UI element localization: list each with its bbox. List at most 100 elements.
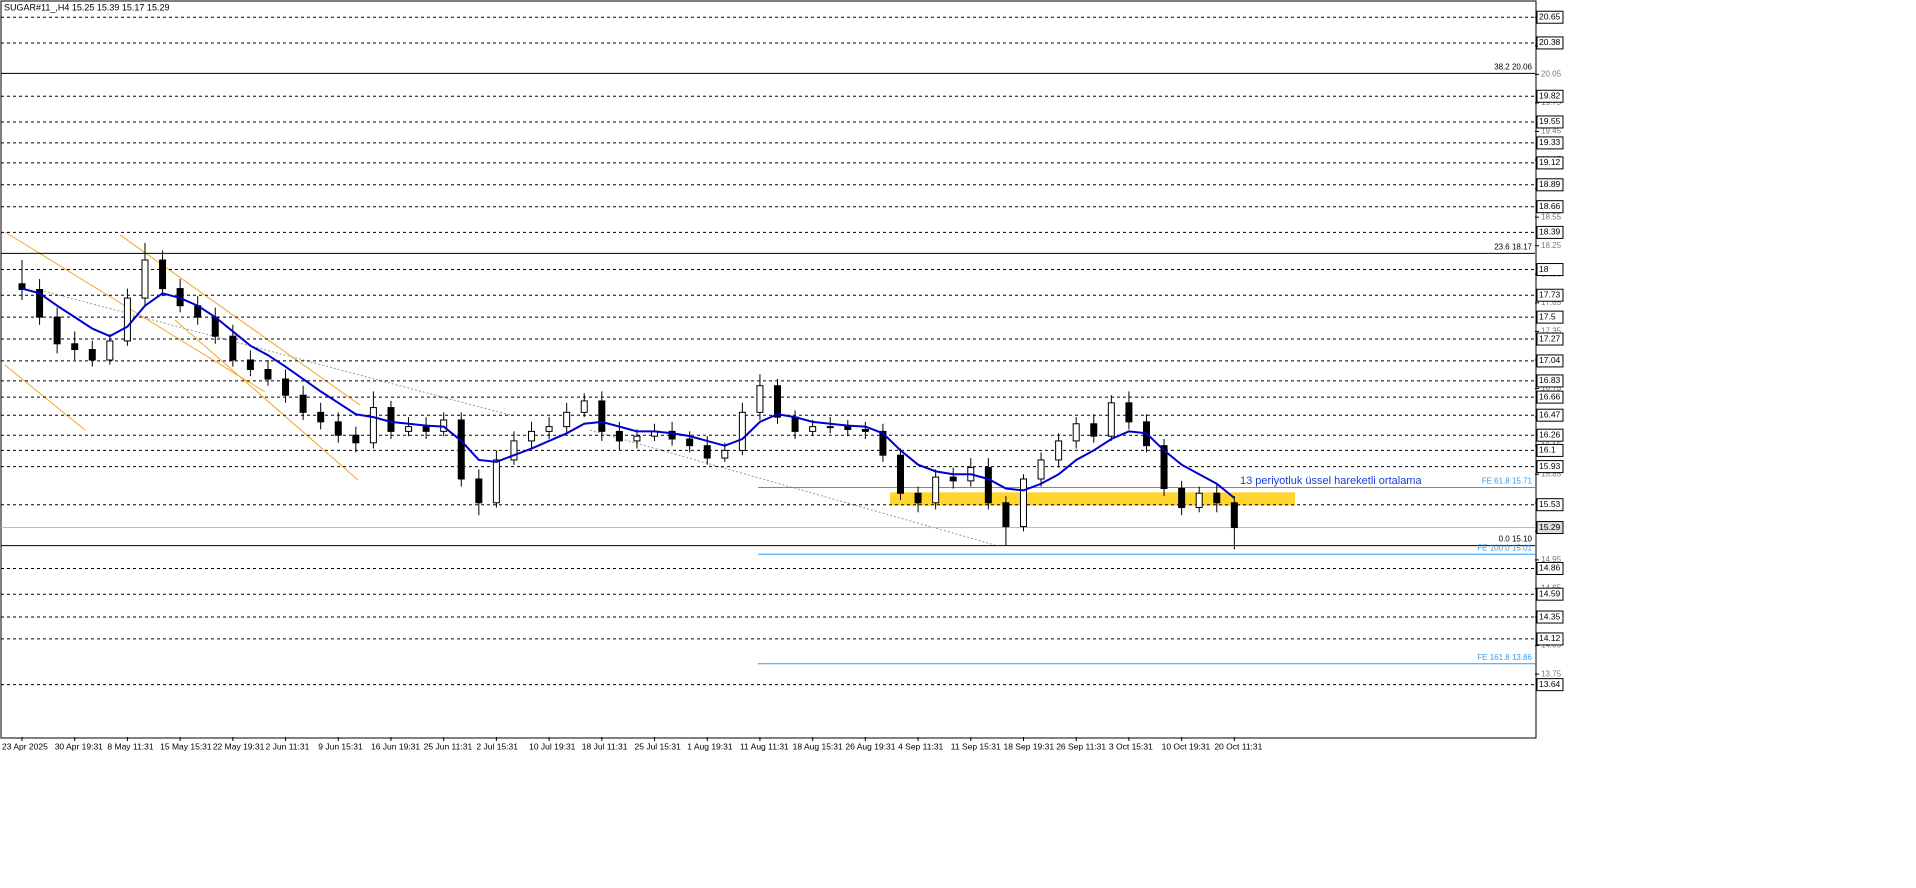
candle-body <box>1107 402 1115 437</box>
candle-body <box>405 426 413 432</box>
candle-body <box>264 369 272 380</box>
candle-body <box>545 426 553 432</box>
level-label-box <box>1536 136 1564 150</box>
x-tick-label: 2 Jun 11:31 <box>266 741 310 751</box>
candle-body <box>1230 502 1238 529</box>
x-tick-label: 3 Oct 15:31 <box>1109 741 1153 751</box>
y-tick-label: 17.65 <box>1541 298 1562 307</box>
candle-body <box>1178 488 1186 509</box>
level-label: 16.47 <box>1539 409 1561 419</box>
fe-label: FE 100.0 15.01 <box>1477 543 1532 552</box>
y-tick-label: 13.75 <box>1541 669 1562 678</box>
level-label-box <box>1536 310 1564 324</box>
ema-line <box>21 287 1235 499</box>
candle-body <box>1213 492 1221 504</box>
level-label-box <box>1536 89 1564 103</box>
candle-body <box>528 430 536 442</box>
level-label: 19.33 <box>1539 137 1561 147</box>
level-label: 17.5 <box>1539 311 1556 321</box>
level-label-box <box>1536 408 1564 422</box>
level-label: 16.66 <box>1539 391 1561 401</box>
candle-body <box>861 428 869 432</box>
fib-label: 38.2 20.06 <box>1494 63 1532 72</box>
y-tick-label: 20.05 <box>1541 69 1562 78</box>
candle-body <box>826 426 834 429</box>
level-label-box <box>1536 36 1564 50</box>
x-tick-label: 9 Jun 15:31 <box>318 741 363 751</box>
y-tick-label: 16.75 <box>1541 384 1562 393</box>
candle-body <box>598 400 606 432</box>
candle-body <box>422 426 430 432</box>
level-label: 18.66 <box>1539 201 1561 211</box>
candle-body <box>141 259 149 299</box>
candle-body <box>738 411 746 451</box>
candle-body <box>756 385 764 413</box>
fe-label: FE 61.8 15.71 <box>1482 477 1533 486</box>
level-label: 16.83 <box>1539 375 1561 385</box>
level-label-box <box>1536 10 1564 24</box>
annotation: 13 periyotluk üssel hareketli ortalama <box>1240 475 1422 487</box>
candle-body <box>1019 478 1027 528</box>
candle-body <box>1125 402 1133 423</box>
level-label-box <box>1536 460 1564 474</box>
level-label: 15.93 <box>1539 461 1561 471</box>
level-label-box <box>1536 374 1564 388</box>
candle-body <box>879 430 887 456</box>
level-label-box <box>1536 678 1564 692</box>
candle-body <box>106 340 114 361</box>
x-tick-label: 25 Jun 11:31 <box>424 741 473 751</box>
level-label-box <box>1536 428 1564 442</box>
candle-body <box>703 445 711 459</box>
x-tick-label: 20 Oct 11:31 <box>1214 741 1262 751</box>
x-tick-label: 26 Aug 19:31 <box>845 741 895 751</box>
candle-body <box>352 434 360 444</box>
candle-body <box>949 476 957 482</box>
level-label-box <box>1536 200 1564 214</box>
candle-body <box>932 476 940 504</box>
candle-body <box>1090 423 1098 437</box>
candle-body <box>563 411 571 428</box>
x-tick-label: 2 Jul 15:31 <box>476 741 518 751</box>
x-tick-label: 25 Jul 15:31 <box>635 741 682 751</box>
level-label: 18.89 <box>1539 179 1561 189</box>
candle-body <box>774 385 782 418</box>
level-label-box <box>1536 390 1564 404</box>
candle-body <box>334 421 342 436</box>
current-price-box <box>1536 521 1564 535</box>
candle-body <box>721 449 729 459</box>
x-tick-label: 1 Aug 19:31 <box>687 741 733 751</box>
level-label-box <box>1536 561 1564 575</box>
candle-body <box>299 394 307 413</box>
fib-label: 23.6 18.17 <box>1494 242 1532 251</box>
candle-body <box>897 454 904 494</box>
x-tick-label: 11 Sep 15:31 <box>951 741 1001 751</box>
candle-body <box>686 438 694 447</box>
channel-line <box>174 319 359 481</box>
level-label: 18.39 <box>1539 227 1561 237</box>
candle-body <box>809 426 817 432</box>
level-label-box <box>1536 610 1564 624</box>
x-tick-label: 11 Aug 11:31 <box>740 741 789 751</box>
level-label-box <box>1536 288 1564 302</box>
level-label: 16.26 <box>1539 429 1561 439</box>
level-label: 18 <box>1539 264 1549 274</box>
candle-body <box>492 459 500 504</box>
level-label-box <box>1536 178 1564 192</box>
level-label: 19.55 <box>1539 116 1561 126</box>
candle-body <box>1072 423 1080 442</box>
candle-body <box>317 411 325 423</box>
level-label-box <box>1536 354 1564 368</box>
candle-body <box>71 343 79 351</box>
level-label: 19.12 <box>1539 157 1561 167</box>
candle-body <box>369 407 377 444</box>
candle-body <box>36 289 44 318</box>
x-tick-label: 30 Apr 19:31 <box>55 741 103 751</box>
x-tick-label: 10 Jul 19:31 <box>529 741 576 751</box>
level-label-box <box>1536 263 1564 277</box>
level-label-box <box>1536 156 1564 170</box>
channel-line <box>4 231 266 393</box>
candle-body <box>475 478 483 504</box>
candle-body <box>53 316 61 345</box>
candle-body <box>457 419 465 480</box>
candle-body <box>1002 502 1010 528</box>
